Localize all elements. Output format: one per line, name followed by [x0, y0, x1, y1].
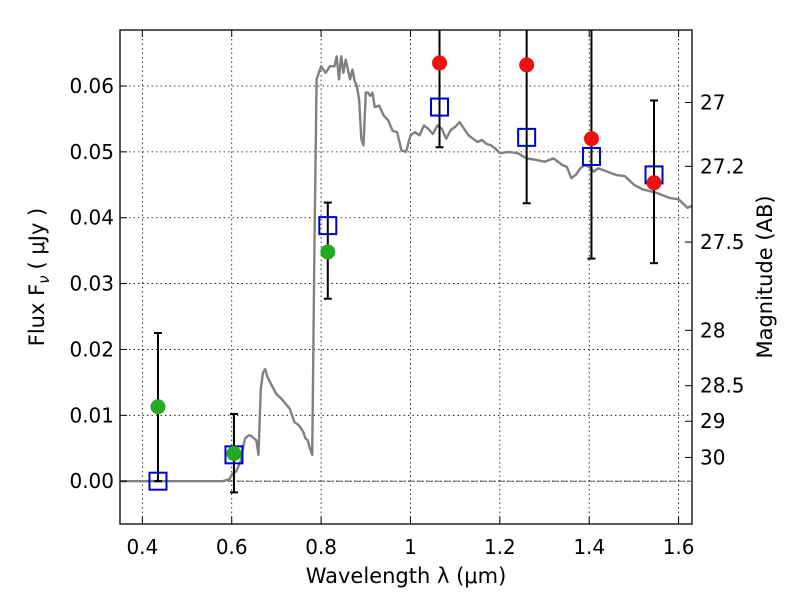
red-circle-point [432, 55, 447, 70]
y-axis-title-unit: ( μJy ) [25, 208, 49, 270]
right-tick-label: 30 [700, 445, 725, 469]
y-tick-label: 0.01 [69, 403, 114, 427]
spectrum-line [120, 56, 692, 481]
right-tick-label: 28 [700, 318, 725, 342]
x-tick-label: 1.4 [573, 535, 605, 559]
x-tick-label: 1 [404, 535, 417, 559]
y-tick-label: 0.05 [69, 140, 114, 164]
red-circle-point [519, 57, 534, 72]
right-tick-label: 27 [700, 90, 725, 114]
sed-chart: 0.4 0.6 0.8 1 1.2 1.4 1.6 0.00 0.01 0.02 0.03 0.04 0… [0, 0, 800, 600]
y-tick-label: 0.00 [69, 469, 114, 493]
x-tick-label: 1.2 [484, 535, 516, 559]
green-circle-point [226, 446, 241, 461]
red-circle-point [647, 175, 662, 190]
y-axis-title: Flux Fν ( μJy ) [25, 208, 53, 347]
x-tick-label: 0.4 [126, 535, 158, 559]
x-tick-label: 0.8 [305, 535, 337, 559]
right-axis-title: Magnitude (AB) [753, 195, 777, 358]
x-axis-title: Wavelength λ (μm) [306, 564, 507, 588]
y-axis-title-main: Flux F [25, 284, 49, 346]
tick-layer [120, 30, 692, 524]
right-tick-label: 27.5 [700, 230, 745, 254]
errorbar-layer [154, 30, 658, 492]
right-tick-label: 27.2 [700, 154, 745, 178]
right-tick-label: 29 [700, 409, 725, 433]
green-circle-point [320, 244, 335, 259]
marker-layer [149, 55, 662, 489]
red-circle-point [584, 131, 599, 146]
y-tick-label: 0.06 [69, 74, 114, 98]
x-tick-label: 0.6 [216, 535, 248, 559]
y-tick-label: 0.03 [69, 272, 114, 296]
grid-layer [120, 30, 692, 524]
series-layer [120, 56, 692, 481]
right-tick-label: 28.5 [700, 374, 745, 398]
plot-frame [120, 30, 692, 524]
y-axis-title-sub: ν [35, 275, 53, 283]
y-tick-label: 0.04 [69, 206, 114, 230]
y-tick-label: 0.02 [69, 337, 114, 361]
green-circle-point [150, 399, 165, 414]
x-tick-label: 1.6 [663, 535, 695, 559]
